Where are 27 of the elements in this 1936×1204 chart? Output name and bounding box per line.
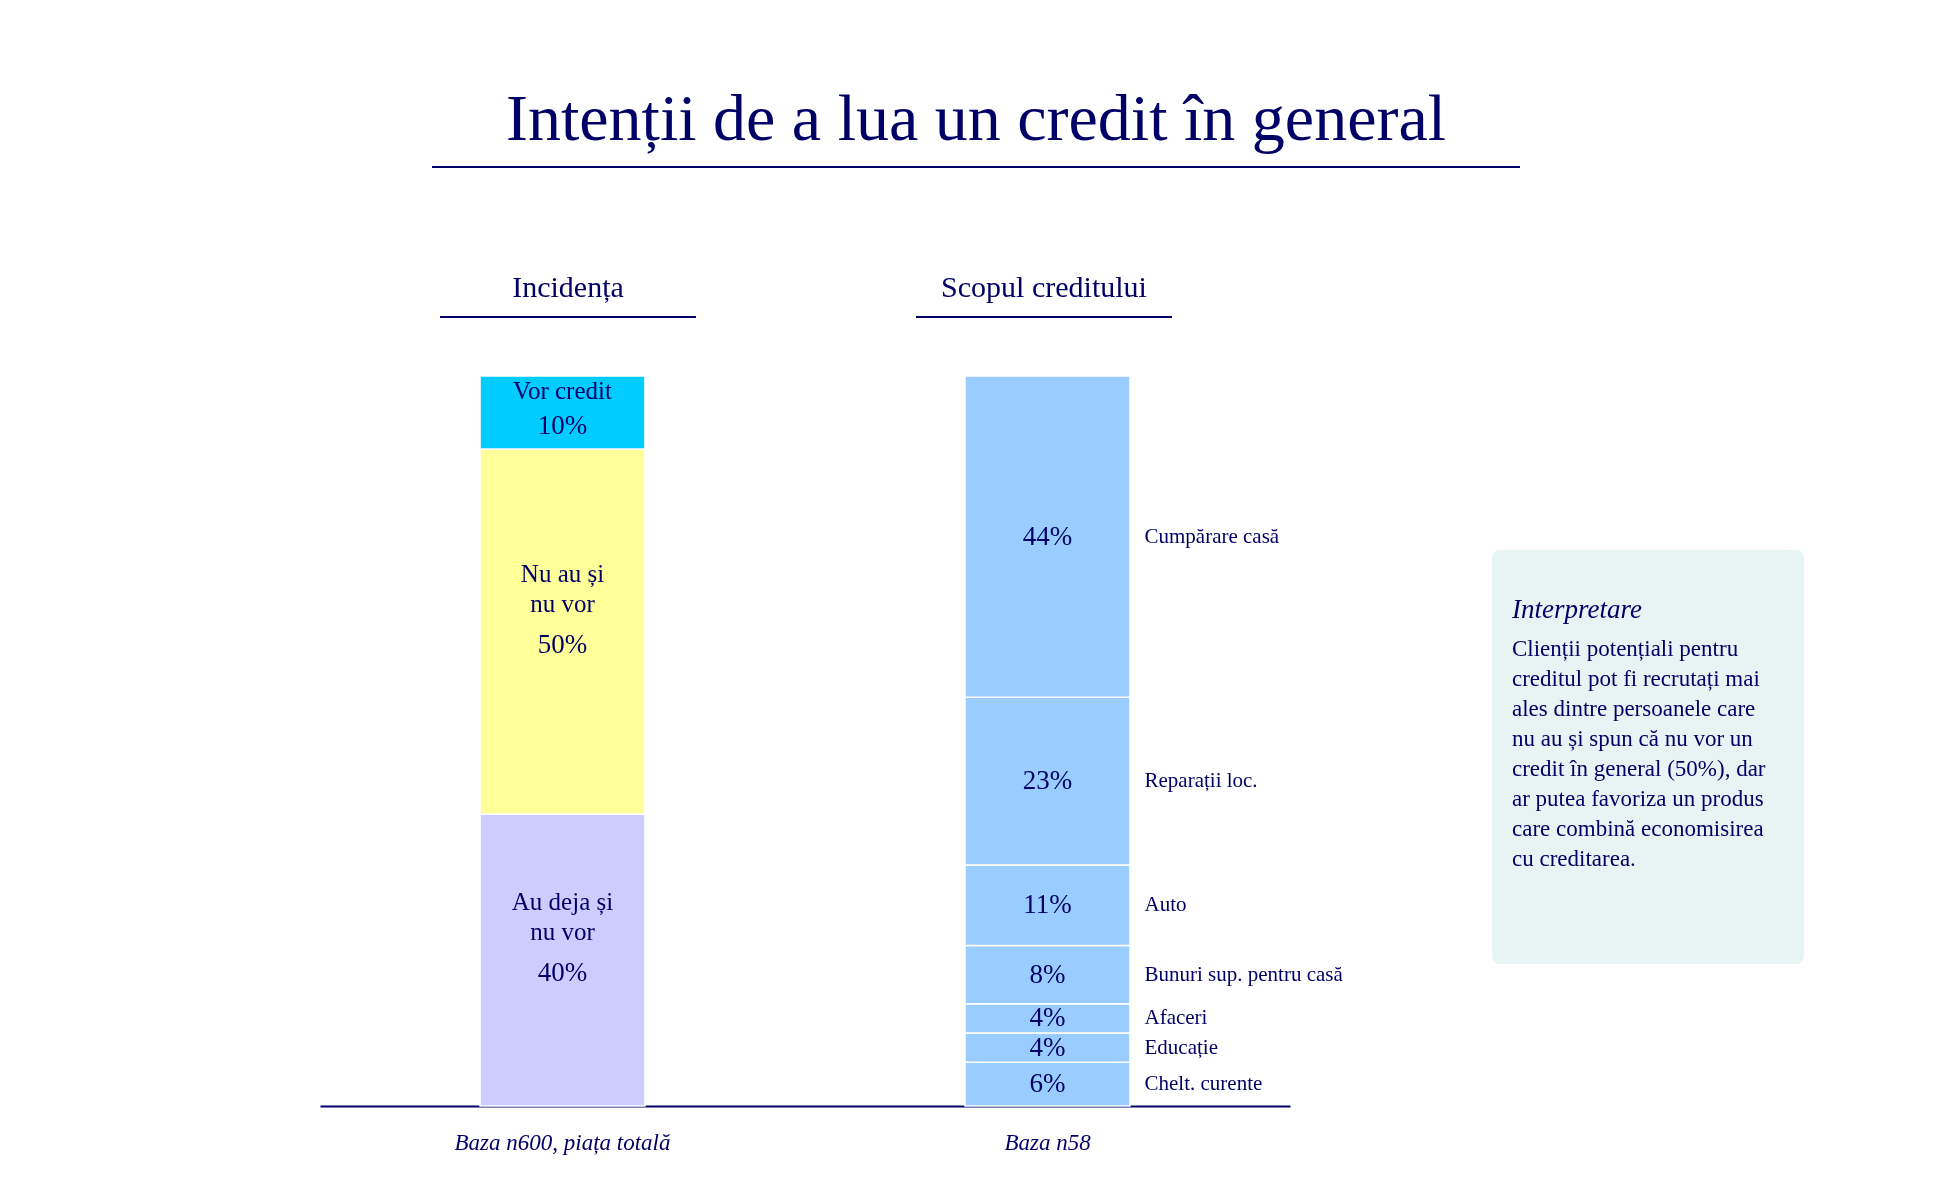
data-label: 11% [1023,889,1072,920]
series-label: Reparații loc. [1144,768,1258,793]
text: Interpretare [1512,594,1643,624]
chart-title: Intenții de a lua un credit în general [432,80,1520,168]
data-label: 6% [1029,1068,1066,1099]
x-tick-label: Baza n58 [1004,1129,1092,1155]
series-label: Afaceri [1144,1005,1208,1030]
data-label: 4% [1029,1031,1066,1062]
series-label: Chelt. curente [1144,1071,1263,1096]
series-label: Educație [1144,1034,1218,1059]
text: Scopul creditului [916,270,1172,318]
data-label: 40% [537,957,588,987]
text: Incidența [440,270,696,318]
series-label: Bunuri sup. pentru casă [1144,961,1344,986]
x-tick-label: Baza n600, piața totală [454,1129,671,1155]
series-label: Vor credit [513,376,612,404]
data-label: 4% [1029,1002,1066,1033]
series-label: Nu au și nu vor [520,559,605,617]
series-label: Auto [1144,892,1187,917]
series-label: Au deja și nu vor [511,888,614,945]
data-label: 8% [1029,958,1066,989]
text: Clienții potențiali pentru creditul pot fi recrutați mai ales dintre persoanele care nu au și spun că nu vor un credit în general (50%), dar ar putea favoriza un produs care combină economisirea cu creditarea. [1512,635,1767,873]
data-label: 44% [1022,520,1073,551]
series-label: Cumpărare casă [1144,523,1280,548]
data-label: 10% [537,409,588,440]
data-label: 50% [537,628,588,659]
data-label: 23% [1022,765,1073,796]
